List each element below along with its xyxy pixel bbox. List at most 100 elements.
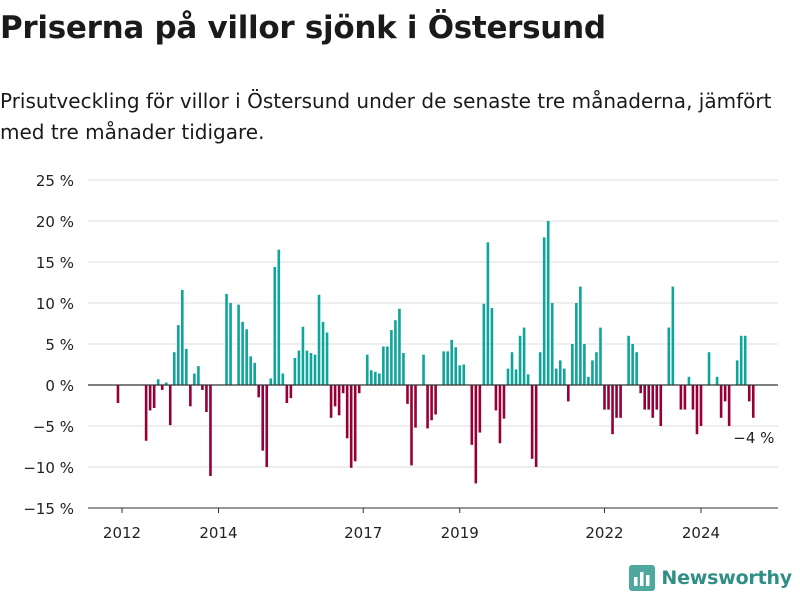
bar bbox=[743, 335, 747, 385]
bar bbox=[209, 385, 212, 477]
bar bbox=[305, 350, 309, 385]
bar bbox=[410, 385, 413, 466]
bar bbox=[116, 385, 120, 404]
bar bbox=[442, 351, 445, 385]
bar bbox=[478, 385, 482, 433]
bar bbox=[599, 327, 602, 385]
bar bbox=[317, 294, 321, 385]
bar bbox=[205, 385, 208, 413]
bar bbox=[285, 385, 289, 404]
bar bbox=[297, 350, 301, 385]
bar bbox=[277, 249, 281, 385]
chart-title: Priserna på villor sjönk i Östersund bbox=[0, 10, 606, 46]
bar bbox=[575, 303, 578, 385]
bar bbox=[434, 385, 437, 415]
y-tick-label: 20 % bbox=[36, 213, 74, 231]
bar bbox=[193, 373, 196, 385]
bar bbox=[333, 385, 337, 407]
bar bbox=[667, 327, 671, 385]
bar bbox=[398, 308, 401, 385]
y-tick-label: 25 % bbox=[36, 172, 74, 190]
bar bbox=[558, 360, 562, 385]
bar bbox=[627, 335, 630, 385]
x-tick-label: 2022 bbox=[585, 524, 623, 542]
bar bbox=[659, 385, 663, 426]
bar bbox=[241, 321, 244, 385]
bar bbox=[386, 346, 389, 385]
bar bbox=[542, 237, 546, 385]
bar bbox=[309, 353, 313, 385]
bar bbox=[651, 385, 655, 418]
chart-subtitle: Prisutveckling för villor i Östersund un… bbox=[0, 89, 772, 144]
bar bbox=[747, 385, 751, 402]
bar bbox=[369, 370, 373, 385]
bar bbox=[253, 362, 256, 385]
bar bbox=[273, 266, 277, 385]
y-tick-label: 10 % bbox=[36, 295, 74, 313]
bar bbox=[647, 385, 651, 410]
bar bbox=[181, 289, 184, 385]
bar bbox=[160, 385, 164, 390]
bar bbox=[462, 364, 466, 385]
bar bbox=[607, 385, 610, 410]
y-tick-label: 15 % bbox=[36, 254, 74, 272]
bar bbox=[546, 221, 550, 385]
bar bbox=[152, 385, 156, 408]
bar bbox=[176, 325, 180, 385]
brand-name: Newsworthy bbox=[661, 567, 792, 589]
bar bbox=[635, 352, 638, 385]
bar bbox=[293, 357, 297, 385]
bar bbox=[595, 352, 598, 385]
bar bbox=[671, 286, 675, 385]
bar-chart: 25 % 20 % 15 % 10 % 5 % 0 % −5 % −10 % −15 % 2012… bbox=[23, 172, 778, 542]
bar bbox=[148, 385, 152, 411]
bar bbox=[587, 376, 590, 385]
bar bbox=[715, 376, 719, 385]
bar bbox=[583, 344, 586, 385]
x-tick-label: 2014 bbox=[199, 524, 237, 542]
bar bbox=[245, 329, 248, 385]
bar bbox=[168, 385, 172, 426]
bar bbox=[554, 368, 558, 385]
bar bbox=[289, 385, 293, 399]
bar bbox=[611, 385, 614, 435]
bar bbox=[502, 385, 506, 419]
bar bbox=[482, 303, 486, 385]
bar bbox=[518, 335, 522, 385]
bar bbox=[337, 385, 341, 416]
bar bbox=[494, 385, 498, 411]
bar bbox=[353, 385, 357, 462]
bar bbox=[422, 354, 425, 385]
bar bbox=[603, 385, 606, 410]
bar bbox=[639, 385, 642, 394]
bar bbox=[164, 382, 168, 385]
bar bbox=[579, 286, 582, 385]
bar bbox=[727, 385, 731, 426]
bar bbox=[394, 320, 397, 385]
bar bbox=[357, 385, 361, 394]
bar bbox=[643, 385, 647, 410]
bar bbox=[172, 352, 176, 385]
bar bbox=[691, 385, 695, 410]
bar bbox=[522, 327, 526, 385]
bar bbox=[378, 373, 381, 385]
x-tick-label: 2024 bbox=[682, 524, 720, 542]
bar bbox=[446, 351, 449, 385]
bar bbox=[530, 385, 534, 459]
bar bbox=[562, 368, 566, 385]
bar bbox=[571, 344, 574, 385]
bar bbox=[321, 321, 325, 385]
bar bbox=[281, 373, 285, 385]
bar bbox=[185, 348, 188, 385]
bar bbox=[382, 346, 385, 385]
bar bbox=[490, 307, 494, 385]
bar bbox=[450, 339, 454, 385]
bar bbox=[735, 360, 739, 385]
bar bbox=[498, 385, 502, 444]
bar bbox=[699, 385, 703, 426]
bar bbox=[349, 385, 353, 468]
bar bbox=[723, 385, 727, 402]
y-tick-label: −15 % bbox=[23, 500, 74, 518]
y-tick-label: −10 % bbox=[23, 459, 74, 477]
bar bbox=[225, 293, 228, 385]
